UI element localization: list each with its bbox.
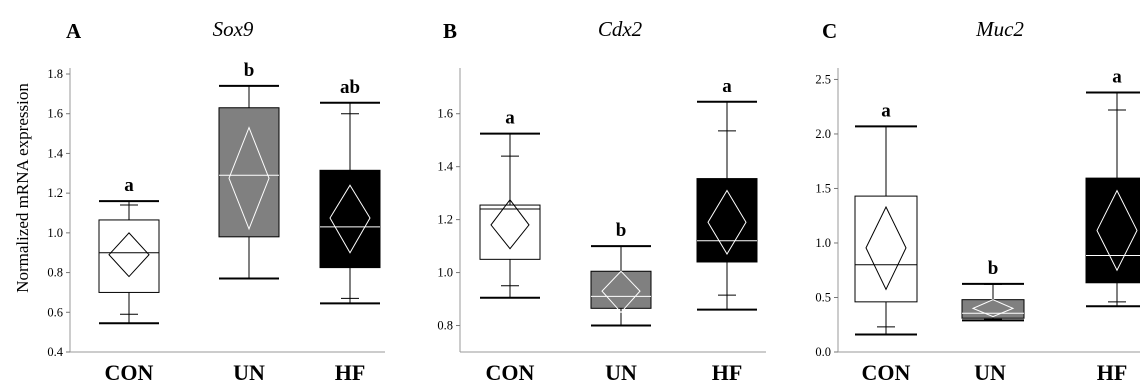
box-iqr bbox=[218, 107, 280, 238]
panel-letter: C bbox=[822, 19, 837, 43]
y-tick-label: 1.0 bbox=[437, 266, 453, 280]
gene-title: Sox9 bbox=[213, 17, 254, 41]
box-UN: b bbox=[218, 60, 280, 280]
significance-label: ab bbox=[340, 77, 360, 98]
significance-label: b bbox=[244, 60, 255, 81]
box-iqr bbox=[696, 178, 758, 263]
box-CON: a bbox=[854, 100, 918, 336]
y-tick-label: 1.6 bbox=[47, 107, 63, 121]
x-category-label: CON bbox=[105, 360, 154, 385]
mean-diamond bbox=[601, 270, 641, 314]
y-tick-label: 2.0 bbox=[815, 127, 831, 141]
y-tick-label: 0.8 bbox=[437, 319, 453, 333]
x-category-label: UN bbox=[605, 360, 637, 385]
significance-label: b bbox=[988, 258, 999, 279]
x-category-label: UN bbox=[233, 360, 265, 385]
mean-diamond bbox=[108, 232, 150, 278]
box-iqr bbox=[854, 195, 918, 303]
y-tick-label: 0.8 bbox=[47, 266, 63, 280]
y-tick-label: 1.8 bbox=[47, 67, 63, 81]
significance-label: a bbox=[722, 76, 732, 97]
x-category-label: HF bbox=[335, 360, 366, 385]
box-iqr bbox=[590, 270, 652, 309]
mean-diamond bbox=[865, 205, 907, 291]
panel-letter: B bbox=[443, 19, 457, 43]
x-category-label: CON bbox=[862, 360, 911, 385]
y-tick-label: 0.5 bbox=[815, 290, 831, 304]
x-category-label: HF bbox=[1097, 360, 1128, 385]
x-category-label: CON bbox=[486, 360, 535, 385]
gene-title: Muc2 bbox=[975, 17, 1024, 41]
x-category-label: UN bbox=[974, 360, 1006, 385]
significance-label: a bbox=[505, 108, 515, 129]
box-CON: a bbox=[98, 175, 160, 325]
y-tick-label: 1.4 bbox=[437, 160, 453, 174]
y-tick-label: 0.0 bbox=[815, 345, 831, 359]
mean-diamond bbox=[971, 299, 1015, 318]
mean-diamond bbox=[228, 126, 270, 231]
y-tick-label: 1.0 bbox=[47, 226, 63, 240]
y-tick-label: 2.5 bbox=[815, 72, 831, 86]
box-iqr bbox=[961, 299, 1025, 319]
significance-label: a bbox=[881, 100, 891, 121]
y-axis-label: Normalized mRNA expression bbox=[13, 83, 32, 293]
significance-label: b bbox=[616, 220, 627, 241]
mean-diamond bbox=[707, 189, 747, 256]
mean-diamond bbox=[1096, 189, 1138, 272]
y-tick-label: 1.2 bbox=[437, 213, 453, 227]
box-HF: ab bbox=[319, 77, 381, 305]
y-tick-label: 0.4 bbox=[47, 345, 63, 359]
box-iqr bbox=[479, 204, 541, 260]
gene-title: Cdx2 bbox=[598, 17, 643, 41]
box-CON: a bbox=[479, 108, 541, 299]
box-HF: a bbox=[696, 76, 758, 311]
y-tick-label: 1.4 bbox=[47, 146, 63, 160]
box-iqr bbox=[1085, 177, 1140, 284]
significance-label: a bbox=[1112, 67, 1122, 88]
y-tick-label: 1.5 bbox=[815, 181, 831, 195]
box-HF: a bbox=[1085, 67, 1140, 308]
panel-C: C Muc2 0.0 0.5 1.0 1.5 2.0 2.5 CON UN HF a b a bbox=[815, 17, 1140, 385]
box-iqr bbox=[98, 219, 160, 293]
y-tick-label: 1.6 bbox=[437, 107, 453, 121]
mean-diamond bbox=[329, 184, 371, 254]
box-UN: b bbox=[590, 220, 652, 327]
y-tick-label: 0.6 bbox=[47, 305, 63, 319]
mean-diamond bbox=[490, 198, 530, 250]
box-UN: b bbox=[961, 258, 1025, 322]
significance-label: a bbox=[124, 175, 134, 196]
x-category-label: HF bbox=[712, 360, 743, 385]
y-tick-label: 1.2 bbox=[47, 186, 63, 200]
panel-letter: A bbox=[66, 19, 82, 43]
y-tick-label: 1.0 bbox=[815, 236, 831, 250]
panel-B: B Cdx2 0.8 1.0 1.2 1.4 1.6 CON UN HF a b a bbox=[437, 17, 766, 385]
